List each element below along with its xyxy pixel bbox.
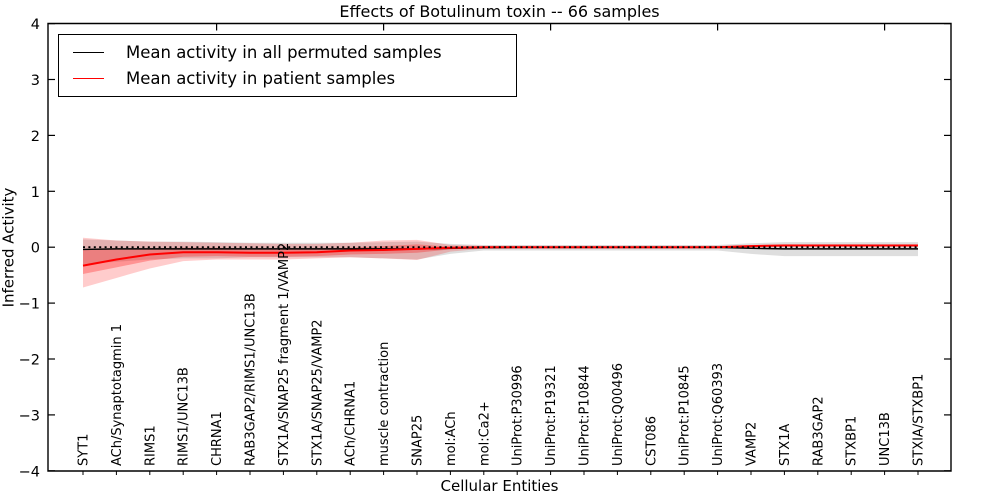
x-tick-label: UniProt:P10845 bbox=[678, 365, 693, 466]
x-tick-label: UniProt:Q60393 bbox=[711, 363, 726, 466]
x-tick-label: mol:ACh bbox=[444, 411, 459, 466]
x-tick-label: STXBP1 bbox=[845, 416, 860, 466]
y-tick-label: 3 bbox=[31, 73, 40, 89]
y-tick-label: −3 bbox=[19, 408, 40, 424]
legend-item-permuted: Mean activity in all permuted samples bbox=[73, 43, 516, 62]
x-tick-label: UniProt:P10844 bbox=[578, 365, 593, 466]
x-tick-label: SYT1 bbox=[77, 434, 92, 466]
x-tick-label: CHRNA1 bbox=[210, 411, 225, 466]
band-patient-samples-outer-range bbox=[83, 237, 918, 288]
x-tick-label: UniProt:P30996 bbox=[511, 365, 526, 466]
legend: Mean activity in all permuted samples Me… bbox=[58, 34, 517, 97]
x-tick-label: STXIA/STXBP1 bbox=[912, 374, 927, 466]
x-tick-label: UNC13B bbox=[878, 412, 893, 466]
x-tick-label: UniProt:Q00496 bbox=[611, 363, 626, 466]
chart-title: Effects of Botulinum toxin -- 66 samples bbox=[339, 2, 660, 21]
x-tick-label: RAB3GAP2/RIMS1/UNC13B bbox=[244, 293, 259, 466]
x-tick-label: mol:Ca2+ bbox=[477, 401, 492, 466]
x-axis-label: Cellular Entities bbox=[440, 477, 559, 495]
legend-item-patient: Mean activity in patient samples bbox=[73, 69, 516, 88]
legend-line-patient-samples bbox=[73, 78, 104, 80]
y-tick-label: −4 bbox=[19, 464, 40, 480]
band-permuted-samples-range bbox=[83, 239, 918, 264]
x-tick-label: VAMP2 bbox=[745, 422, 760, 466]
x-tick-label: muscle contraction bbox=[377, 342, 392, 466]
legend-label-patient-samples: Mean activity in patient samples bbox=[126, 69, 396, 89]
x-tick-label: RIMS1/UNC13B bbox=[177, 367, 192, 466]
y-tick-label: 1 bbox=[31, 185, 40, 201]
x-tick-label: UniProt:P19321 bbox=[544, 365, 559, 466]
legend-label-permuted-samples: Mean activity in all permuted samples bbox=[126, 42, 442, 62]
x-tick-label: RAB3GAP2 bbox=[811, 396, 826, 466]
legend-line-permuted-samples bbox=[73, 51, 104, 53]
y-tick-label: −2 bbox=[19, 353, 40, 369]
x-tick-label: RIMS1 bbox=[143, 425, 158, 466]
x-tick-label: CST086 bbox=[644, 416, 659, 466]
y-tick-label: 0 bbox=[31, 241, 40, 257]
x-tick-label: ACh/Synaptotagmin 1 bbox=[110, 324, 125, 466]
x-tick-label: STX1A/SNAP25 fragment 1/VAMP2 bbox=[277, 243, 292, 466]
x-tick-label: SNAP25 bbox=[411, 415, 426, 466]
y-tick-label: −1 bbox=[19, 297, 40, 313]
y-tick-label: 4 bbox=[31, 17, 40, 33]
x-tick-label: STX1A/SNAP25/VAMP2 bbox=[310, 319, 325, 466]
y-tick-label: 2 bbox=[31, 129, 40, 145]
x-tick-label: STX1A bbox=[778, 424, 793, 466]
x-tick-label: ACh/CHRNA1 bbox=[344, 381, 359, 466]
